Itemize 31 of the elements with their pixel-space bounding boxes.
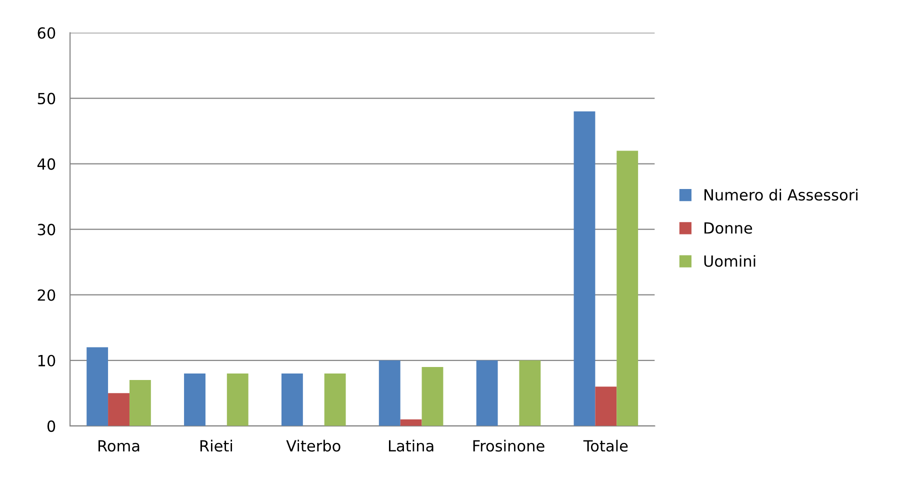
bar (108, 393, 130, 426)
y-tick-label: 40 (37, 158, 56, 170)
bar (226, 374, 248, 426)
bar (378, 360, 400, 426)
bar (616, 150, 638, 426)
bar (422, 366, 444, 426)
y-tick-label: 20 (38, 289, 56, 301)
bar (184, 374, 206, 426)
bar (574, 111, 596, 426)
legend-label: Donne (704, 222, 752, 234)
x-tick-label: Frosinone (473, 440, 544, 452)
bar (324, 374, 346, 426)
legend-label: Uomini (704, 255, 756, 267)
y-tick-label: 50 (38, 92, 56, 104)
x-tick-label: Rieti (200, 440, 232, 452)
bar (281, 374, 303, 426)
y-tick-label: 60 (38, 27, 56, 39)
y-tick-label: 10 (38, 354, 56, 366)
x-tick-label: Totale (583, 440, 628, 452)
x-tick-label: Latina (388, 440, 434, 452)
bar (86, 347, 108, 426)
y-tick-label: 30 (38, 224, 56, 236)
x-tick-label: Viterbo (286, 440, 340, 452)
bar (129, 380, 151, 426)
bar (519, 360, 541, 426)
bar (400, 419, 422, 426)
bar (595, 386, 617, 426)
legend-label: Numero di Assessori (704, 188, 858, 201)
y-tick-label: 0 (47, 420, 56, 432)
x-tick-label: Roma (98, 440, 140, 452)
bar (476, 360, 498, 426)
